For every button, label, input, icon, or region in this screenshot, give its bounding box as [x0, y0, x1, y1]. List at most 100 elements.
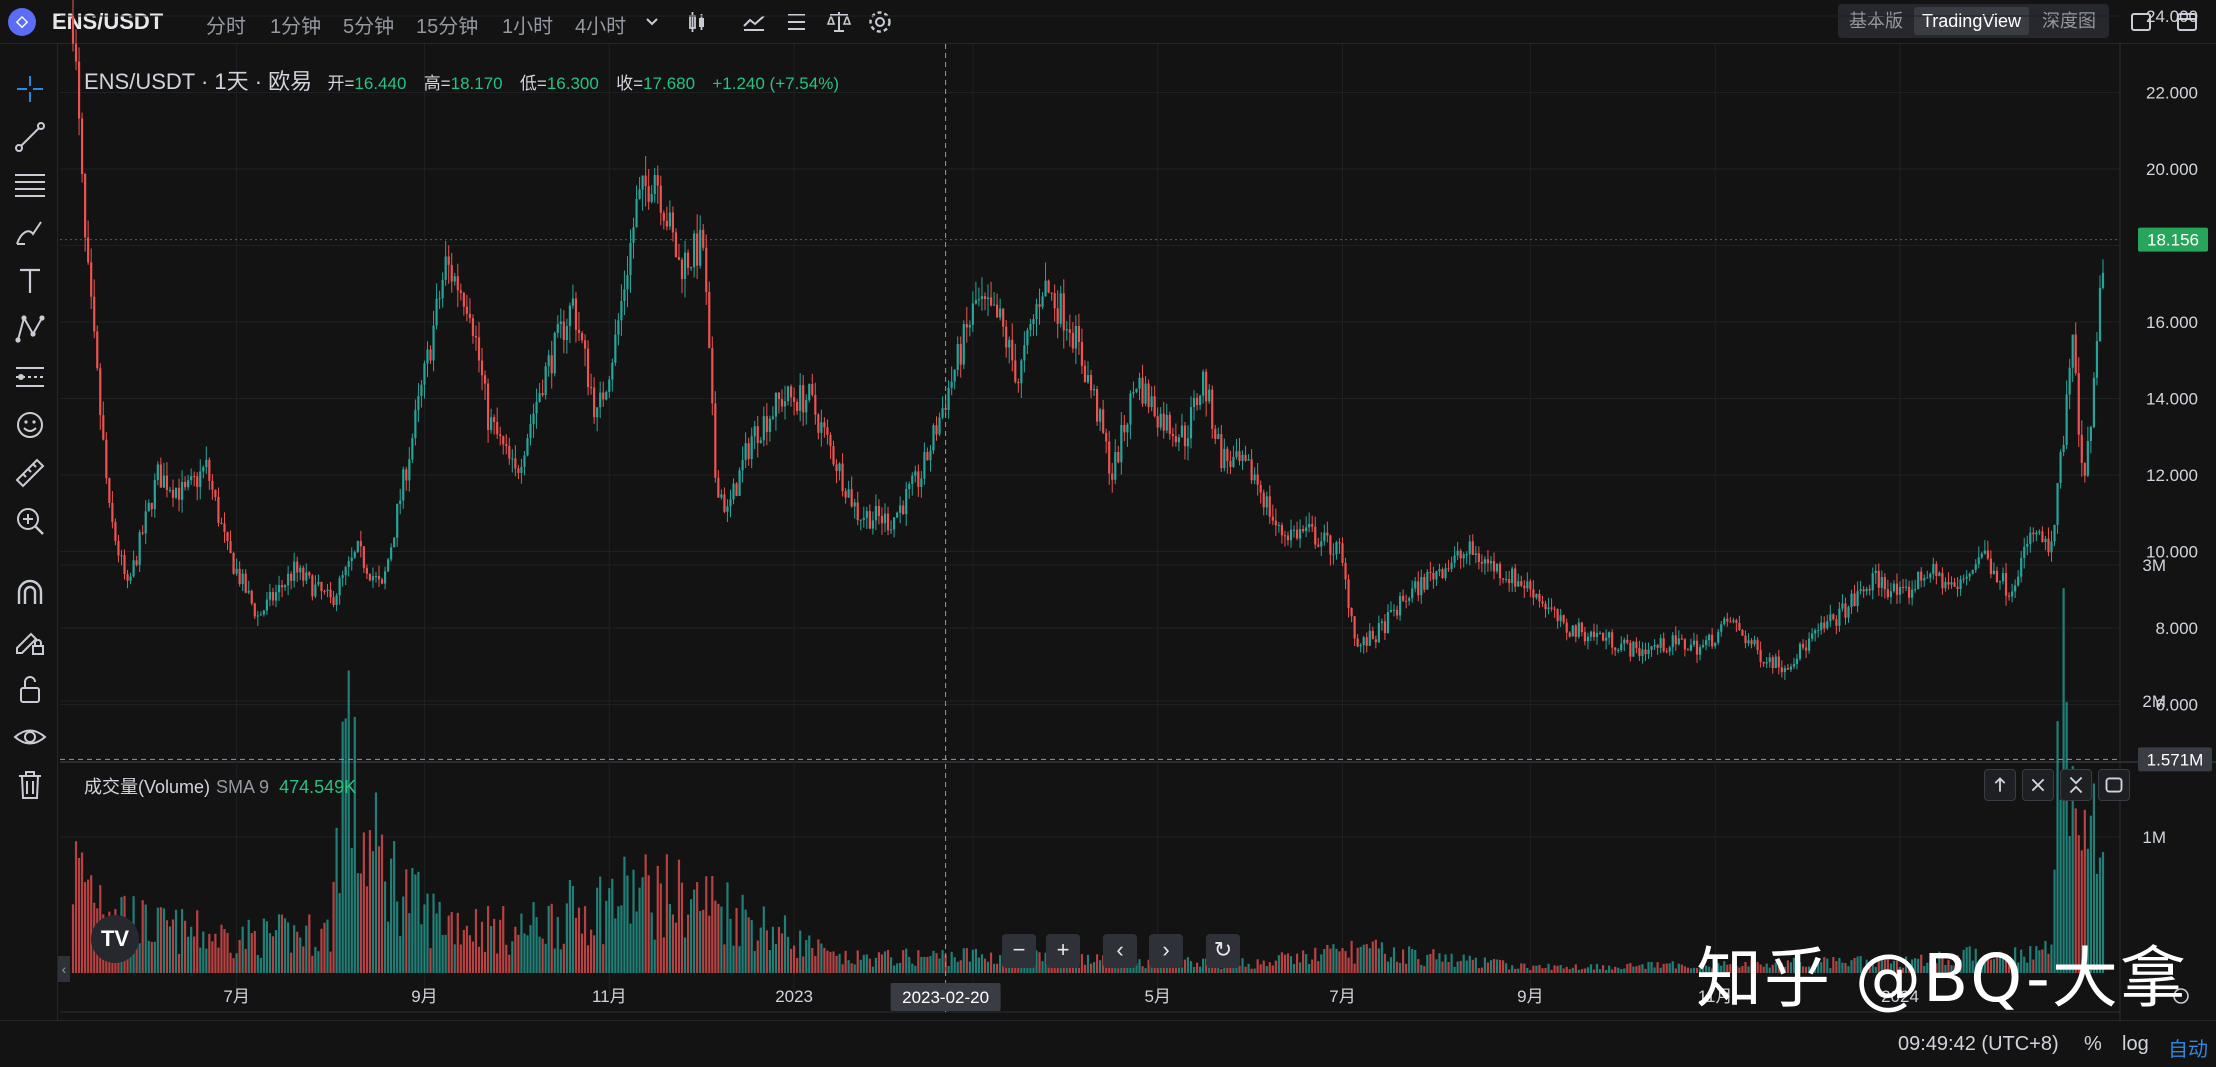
log-toggle[interactable]: log: [2122, 1033, 2149, 1055]
scroll-left-button[interactable]: ‹: [1103, 934, 1137, 968]
candle-body: [1126, 424, 1129, 433]
candle-body: [1168, 414, 1171, 434]
candle-body: [696, 233, 699, 266]
arrow-up-icon[interactable]: [1984, 769, 2016, 801]
candle-body: [1956, 586, 1959, 590]
trendline-icon[interactable]: [11, 118, 49, 156]
gear-icon[interactable]: [866, 8, 894, 36]
window-icon[interactable]: [2173, 8, 2201, 36]
eye-icon[interactable]: [11, 718, 49, 756]
interval-5m[interactable]: 5分钟: [343, 16, 395, 38]
interval-1h[interactable]: 1小时: [502, 16, 554, 38]
crosshair-icon[interactable]: [11, 70, 49, 108]
candle-body: [553, 332, 556, 374]
candle-body: [1217, 434, 1220, 440]
candle-body: [93, 296, 96, 332]
candle-body: [1262, 492, 1265, 508]
zoom-in-button[interactable]: +: [1046, 934, 1080, 968]
candle-body: [1777, 656, 1780, 668]
volume-bar: [144, 904, 147, 973]
candle-body: [1402, 595, 1405, 601]
price-tick-label: 16.000: [2146, 313, 2198, 332]
volume-bar: [1911, 959, 1914, 973]
volume-bar: [1523, 963, 1526, 973]
volume-bar: [526, 935, 529, 973]
candle-body: [323, 591, 326, 593]
candle-body: [499, 434, 502, 437]
candle-body: [1871, 573, 1874, 591]
trash-icon[interactable]: [11, 766, 49, 804]
candle-body: [1901, 586, 1905, 588]
candle-body: [80, 118, 84, 174]
candle-body: [992, 304, 996, 306]
volume-sma: SMA 9: [216, 777, 270, 797]
chevron-down-icon[interactable]: [638, 8, 666, 36]
zoom-in-icon[interactable]: [11, 502, 49, 540]
volume-bar: [2089, 815, 2092, 973]
candle-body: [1392, 609, 1396, 611]
candle-body: [1680, 638, 1683, 640]
settings-list-icon[interactable]: [783, 8, 811, 36]
time-tick-label: 7月: [1329, 987, 1355, 1006]
close-icon[interactable]: [2022, 769, 2054, 801]
interval-15m[interactable]: 15分钟: [416, 16, 479, 38]
indicators-icon[interactable]: [740, 8, 768, 36]
candle-body: [483, 375, 487, 384]
percent-toggle[interactable]: %: [2084, 1033, 2102, 1055]
fib-lines-icon[interactable]: [11, 166, 49, 204]
collapse-toolbar-icon[interactable]: ‹: [58, 956, 70, 982]
volume-bar: [1317, 961, 1320, 973]
candle-body: [1420, 577, 1423, 596]
reset-chart-button[interactable]: ↻: [1206, 934, 1240, 968]
auto-scale-toggle[interactable]: 自动: [2168, 1039, 2208, 1061]
candle-body: [465, 306, 468, 314]
candle-body: [117, 541, 120, 556]
candle-body: [1632, 641, 1635, 657]
forecast-icon[interactable]: [11, 358, 49, 396]
tradingview-logo[interactable]: TV: [91, 915, 139, 963]
candle-body: [617, 320, 620, 335]
candle-body: [2004, 573, 2008, 596]
collapse-pane-icon[interactable]: [2060, 769, 2092, 801]
volume-bar: [535, 917, 538, 973]
candle-body: [1611, 632, 1614, 648]
volume-bar: [1865, 959, 1868, 973]
scroll-right-button[interactable]: ›: [1149, 934, 1183, 968]
lock-drawing-icon[interactable]: [11, 622, 49, 660]
interval-tick[interactable]: 分时: [206, 16, 246, 38]
fullscreen-icon[interactable]: [2127, 8, 2155, 36]
candle-body: [541, 393, 544, 396]
candle-body: [868, 511, 871, 529]
candle-body: [1202, 371, 1205, 396]
brush-icon[interactable]: [11, 214, 49, 252]
volume-bar: [1153, 967, 1156, 973]
maximize-pane-icon[interactable]: [2098, 769, 2130, 801]
zoom-out-button[interactable]: −: [1002, 934, 1036, 968]
volume-bar: [768, 949, 771, 973]
candle-body: [744, 443, 747, 461]
candle-body: [1298, 529, 1302, 539]
compare-scale-icon[interactable]: [825, 8, 853, 36]
emoji-icon[interactable]: [11, 406, 49, 444]
candle-body: [1280, 524, 1284, 536]
unlock-icon[interactable]: [11, 670, 49, 708]
symbol-selector[interactable]: ENS/USDT: [52, 9, 164, 34]
pattern-icon[interactable]: [11, 310, 49, 348]
candle-body: [529, 424, 532, 439]
volume-bar: [165, 920, 169, 973]
interval-1m[interactable]: 1分钟: [270, 16, 322, 38]
candle-body: [187, 480, 190, 488]
ruler-icon[interactable]: [11, 454, 49, 492]
volume-bar: [1332, 944, 1335, 973]
candle-body: [1374, 639, 1377, 643]
volume-bar: [1514, 968, 1517, 973]
candle-body: [1471, 541, 1474, 555]
volume-bar: [693, 889, 696, 973]
candle-body: [1323, 532, 1326, 542]
interval-4h[interactable]: 4小时: [575, 16, 627, 38]
volume-bar: [593, 935, 596, 973]
volume-bar: [1417, 959, 1420, 973]
text-icon[interactable]: [11, 262, 49, 300]
magnet-icon[interactable]: [11, 574, 49, 612]
